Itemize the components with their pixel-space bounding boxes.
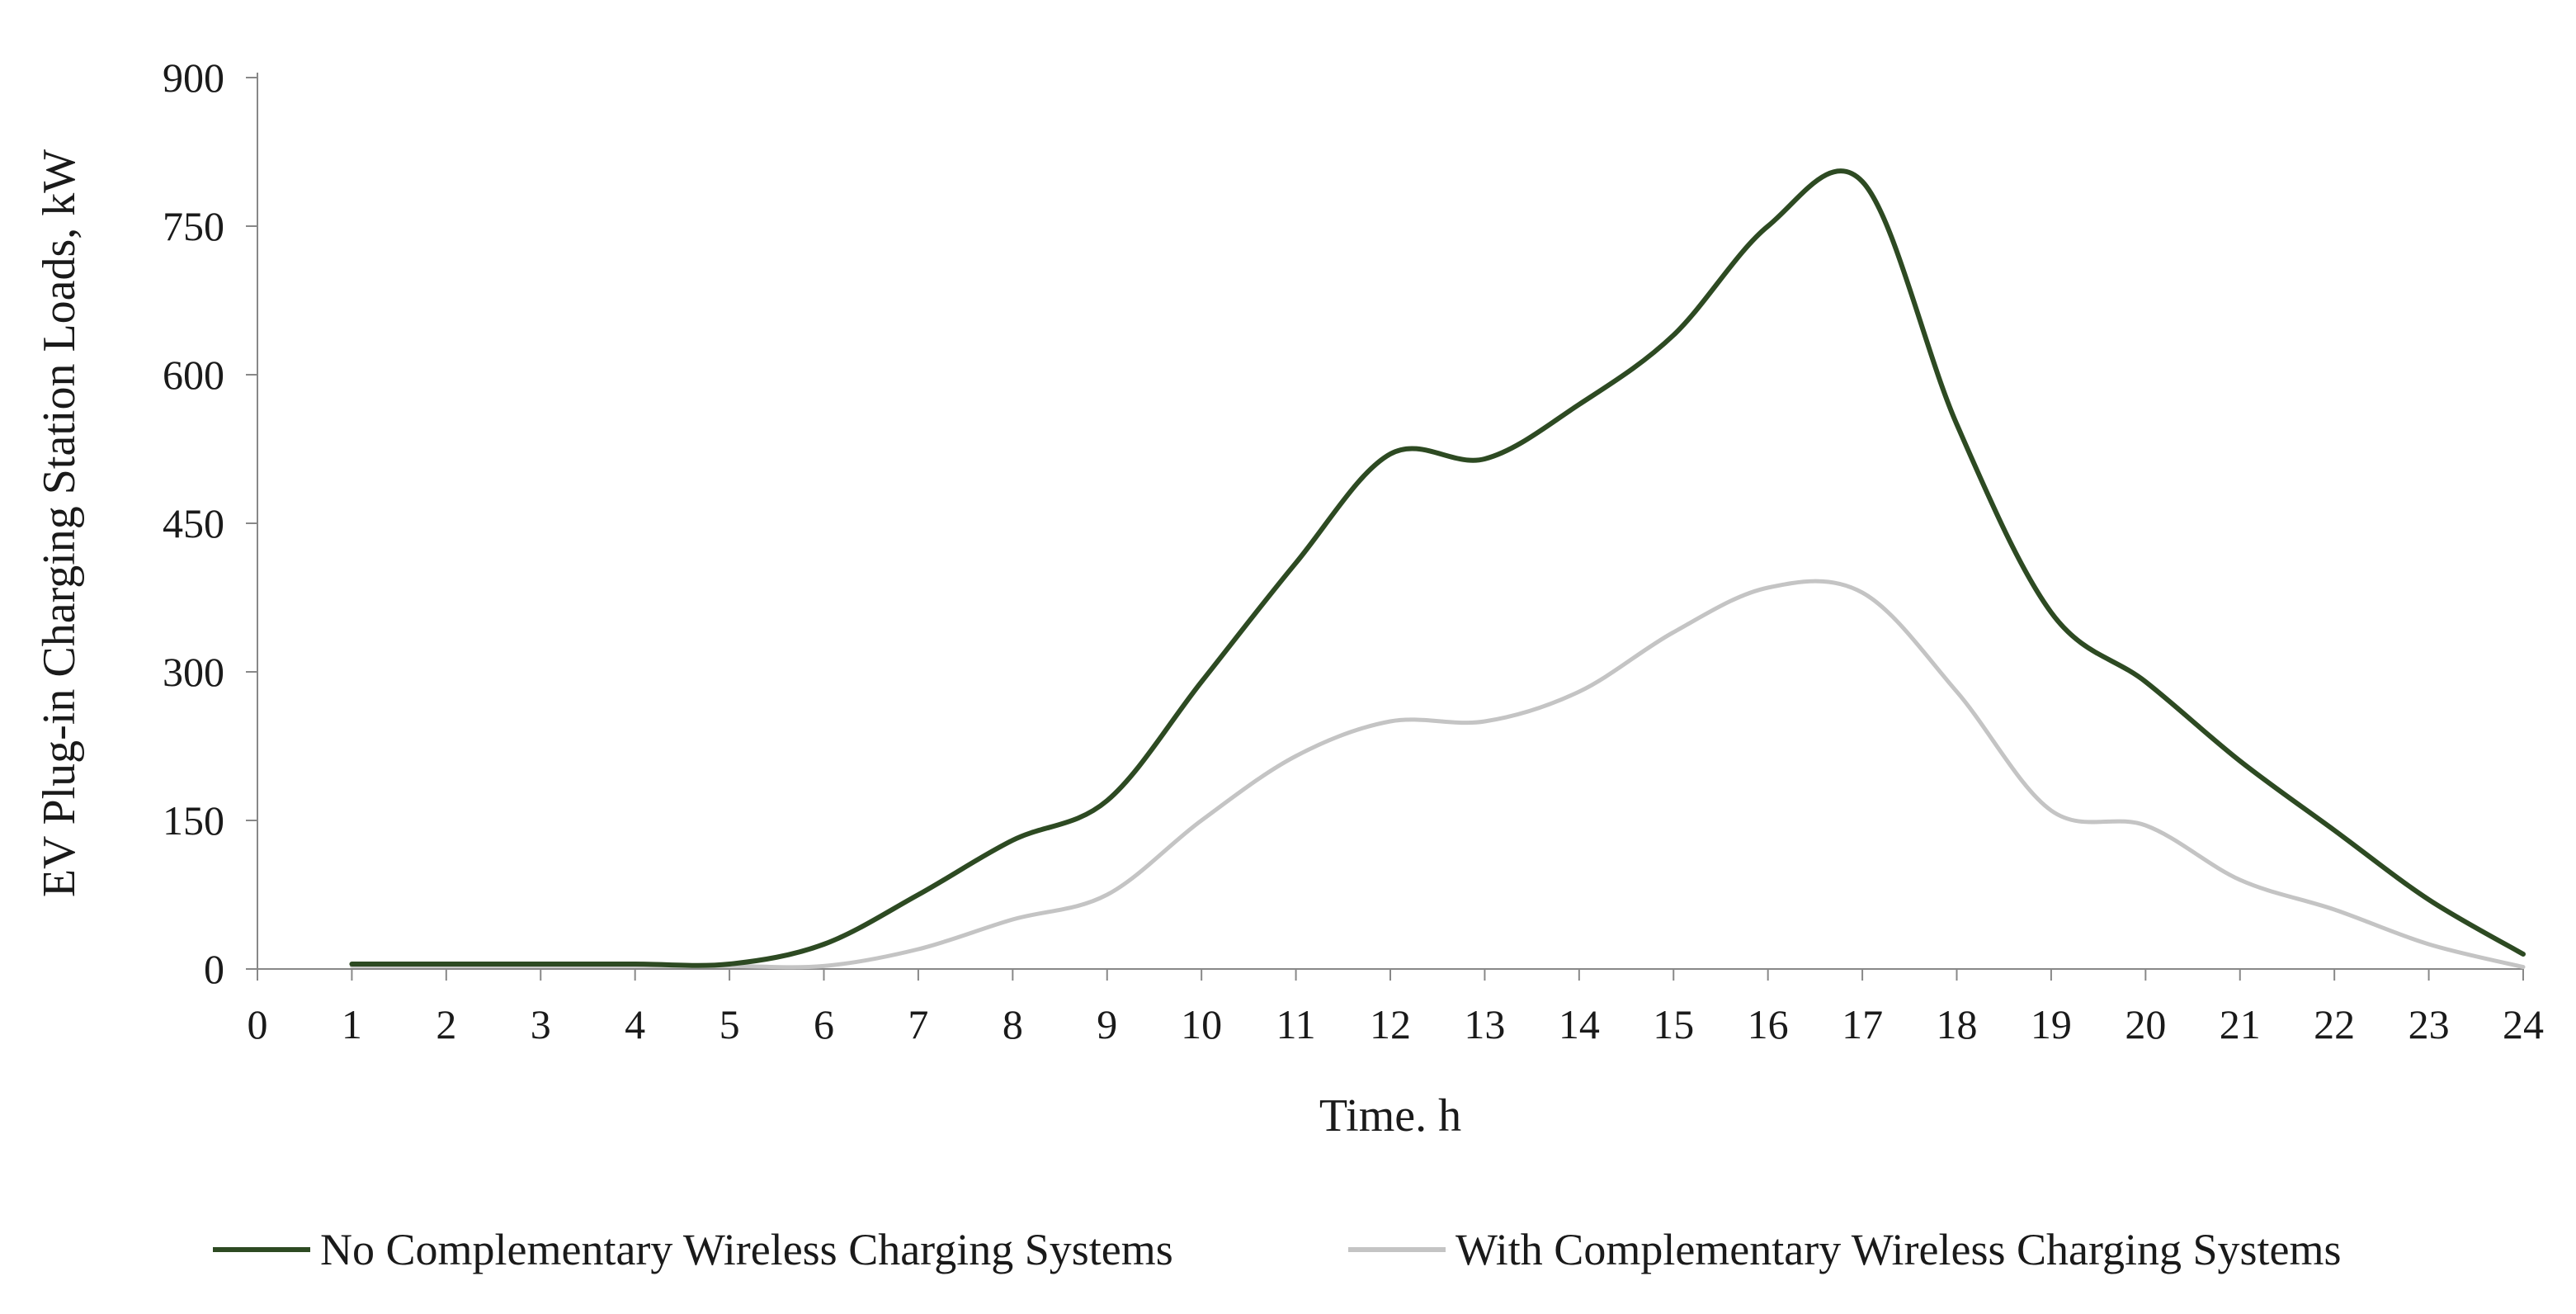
x-tick-label: 0 <box>248 1001 268 1047</box>
x-tick-label: 15 <box>1653 1001 1694 1047</box>
y-tick-label: 450 <box>163 500 224 546</box>
x-tick-label: 21 <box>2220 1001 2261 1047</box>
y-tick-label: 900 <box>163 54 224 101</box>
y-tick-labels: 0 150 300 450 600 750 900 <box>163 54 257 992</box>
x-tick-label: 19 <box>2031 1001 2072 1047</box>
x-tick-label: 18 <box>1937 1001 1978 1047</box>
x-tick-label: 10 <box>1181 1001 1222 1047</box>
x-tick-label: 6 <box>814 1001 834 1047</box>
x-tick-label: 23 <box>2409 1001 2450 1047</box>
x-tick-label: 2 <box>436 1001 456 1047</box>
x-tick-label: 1 <box>342 1001 362 1047</box>
x-tick-label: 9 <box>1097 1001 1117 1047</box>
y-tick-label: 750 <box>163 203 224 249</box>
x-tick-label: 4 <box>625 1001 645 1047</box>
x-tick-label: 11 <box>1276 1001 1316 1047</box>
x-tick-label: 20 <box>2125 1001 2166 1047</box>
x-axis-title: Time. h <box>1319 1090 1461 1141</box>
y-tick-label: 300 <box>163 649 224 695</box>
y-axis-title: EV Plug-in Charging Station Loads, kW <box>34 149 85 897</box>
x-tick-label: 12 <box>1370 1001 1411 1047</box>
x-tick-label: 13 <box>1464 1001 1505 1047</box>
series-line-1 <box>349 168 2526 968</box>
y-tick-label: 150 <box>163 797 224 844</box>
x-tick-label: 17 <box>1842 1001 1883 1047</box>
y-tick-label: 600 <box>163 352 224 398</box>
y-tick-label: 0 <box>204 946 224 992</box>
legend-label-2: With Complementary Wireless Charging Sys… <box>1455 1225 2342 1274</box>
x-tick-label: 3 <box>531 1001 551 1047</box>
x-tick-label: 14 <box>1559 1001 1600 1047</box>
x-tick-label: 8 <box>1003 1001 1023 1047</box>
series-lines <box>349 168 2526 970</box>
legend-label-1: No Complementary Wireless Charging Syste… <box>320 1225 1173 1274</box>
x-tick-label: 16 <box>1748 1001 1789 1047</box>
x-tick-label: 7 <box>908 1001 928 1047</box>
legend: No Complementary Wireless Charging Syste… <box>213 1225 2342 1274</box>
x-tick-label: 5 <box>719 1001 740 1047</box>
series-line-2 <box>349 579 2526 970</box>
x-tick-label: 22 <box>2314 1001 2355 1047</box>
x-tick-labels: 0 1 2 3 4 5 6 7 8 9 10 11 12 13 14 15 16 17 18 19 20 21 22 23 24 <box>248 969 2544 1047</box>
x-tick-label: 24 <box>2503 1001 2544 1047</box>
